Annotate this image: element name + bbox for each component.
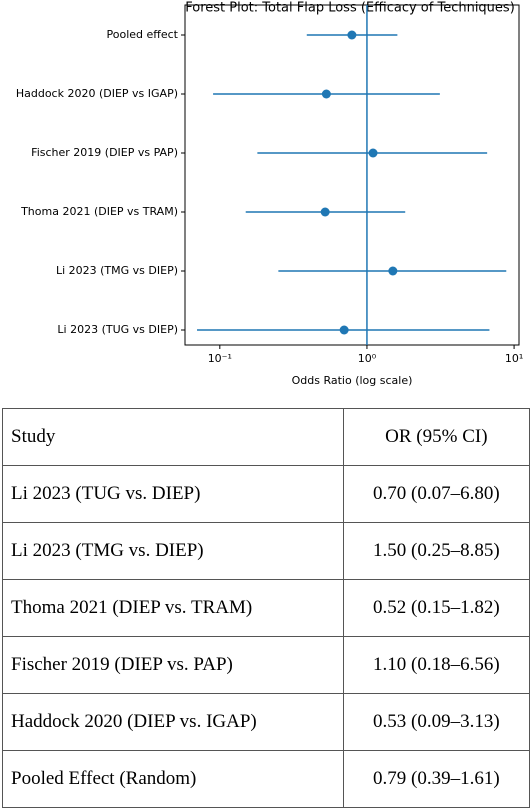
y-tick-label: Li 2023 (TUG vs DIEP) — [57, 323, 178, 336]
point — [388, 266, 398, 276]
point — [339, 325, 349, 335]
y-tick-label: Pooled effect — [107, 28, 179, 41]
table-row: Fischer 2019 (DIEP vs. PAP) 1.10 (0.18–6.… — [2, 636, 531, 694]
table-cell: 0.52 (0.15–1.82) — [342, 579, 531, 637]
table-row: Li 2023 (TMG vs. DIEP) 1.50 (0.25–8.85) — [2, 522, 531, 580]
y-tick-label: Li 2023 (TMG vs DIEP) — [56, 264, 178, 277]
plot-frame — [184, 4, 520, 346]
x-axis-label: Odds Ratio (log scale) — [292, 374, 413, 387]
table-cell: Haddock 2020 (DIEP vs. IGAP) — [2, 693, 344, 751]
y-tick-label: Fischer 2019 (DIEP vs PAP) — [31, 146, 178, 159]
table-cell: 0.53 (0.09–3.13) — [342, 693, 531, 751]
table-cell: Study — [2, 408, 344, 466]
table-cell: 1.50 (0.25–8.85) — [342, 522, 531, 580]
x-tick-label: 10⁻¹ — [208, 352, 232, 365]
point — [368, 148, 378, 158]
table-cell: Pooled Effect (Random) — [2, 750, 344, 808]
table-cell: Li 2023 (TMG vs. DIEP) — [2, 522, 344, 580]
point — [347, 30, 357, 40]
x-tick-label: 10¹ — [505, 352, 523, 365]
chart-title: Forest Plot: Total Flap Loss (Efficacy o… — [185, 1, 515, 16]
table-cell: OR (95% CI) — [342, 408, 531, 466]
table-row: Li 2023 (TUG vs. DIEP) 0.70 (0.07–6.80) — [2, 465, 531, 523]
table-row: Haddock 2020 (DIEP vs. IGAP) 0.53 (0.09–3… — [2, 693, 531, 751]
table-cell: 1.10 (0.18–6.56) — [342, 636, 531, 694]
table-header: Study OR (95% CI) — [2, 408, 531, 466]
results-table: Study OR (95% CI) Li 2023 (TUG vs. DIEP) 0.… — [2, 408, 531, 808]
x-tick-label: 10⁰ — [358, 352, 377, 365]
y-tick-label: Thoma 2021 (DIEP vs TRAM) — [20, 205, 178, 218]
table-cell: 0.79 (0.39–1.61) — [342, 750, 531, 808]
table-cell: 0.70 (0.07–6.80) — [342, 465, 531, 523]
point — [320, 207, 330, 217]
table-cell: Li 2023 (TUG vs. DIEP) — [2, 465, 344, 523]
table-cell: Fischer 2019 (DIEP vs. PAP) — [2, 636, 344, 694]
table-cell: Thoma 2021 (DIEP vs. TRAM) — [2, 579, 344, 637]
table-row: Thoma 2021 (DIEP vs. TRAM) 0.52 (0.15–1.8… — [2, 579, 531, 637]
point — [321, 89, 331, 99]
y-tick-label: Haddock 2020 (DIEP vs IGAP) — [16, 87, 178, 100]
chart: Forest Plot: Total Flap Loss (Efficacy o… — [16, 1, 523, 388]
table-row: Pooled Effect (Random) 0.79 (0.39–1.61) — [2, 750, 531, 808]
